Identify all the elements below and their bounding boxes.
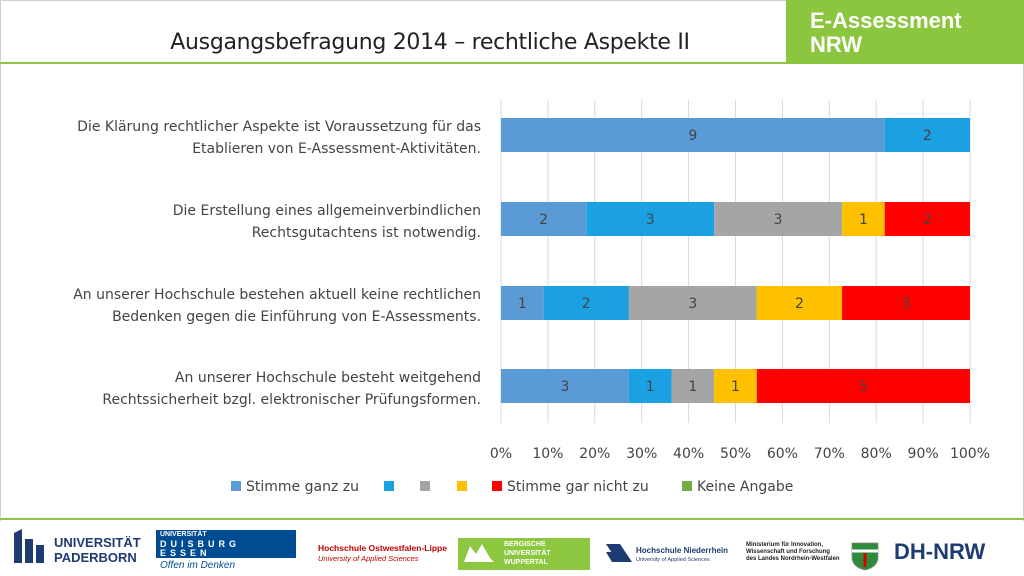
header-divider bbox=[0, 62, 1024, 64]
paderborn-emblem-icon bbox=[14, 529, 44, 563]
data-label: 2 bbox=[795, 296, 804, 312]
page-title: Ausgangsbefragung 2014 – rechtliche Aspe… bbox=[170, 30, 690, 55]
bar-segment bbox=[671, 369, 715, 403]
category-label: An unserer Hochschule besteht weitgehend bbox=[175, 370, 481, 386]
bar-segment bbox=[714, 369, 757, 403]
wuppertal-emblem-icon bbox=[464, 544, 494, 562]
x-tick-label: 0% bbox=[490, 446, 512, 462]
due-blue-block bbox=[156, 530, 296, 558]
legend-swatch bbox=[682, 481, 692, 491]
stacked-bar-chart: 9 2 Die Klärung rechtlicher Aspekte ist Vo… bbox=[73, 100, 990, 495]
data-label: 1 bbox=[688, 379, 697, 395]
data-label: 2 bbox=[582, 296, 591, 312]
dh-nrw-logo: DH-NRW bbox=[894, 539, 986, 564]
data-label: 3 bbox=[688, 296, 697, 312]
data-label: 9 bbox=[688, 128, 697, 144]
bar-segment bbox=[628, 286, 757, 320]
due-line3: ESSEN bbox=[160, 548, 211, 558]
brand-title-line1: E-Assessment bbox=[810, 8, 962, 33]
x-tick-label: 70% bbox=[814, 446, 845, 462]
data-label: 5 bbox=[859, 379, 868, 395]
bar-segment bbox=[501, 118, 885, 152]
nrw-crest-icon bbox=[851, 542, 879, 571]
bar-segment bbox=[842, 286, 970, 320]
data-label: 2 bbox=[923, 128, 932, 144]
bar-segment bbox=[501, 286, 544, 320]
data-label: 3 bbox=[774, 212, 783, 228]
x-tick-label: 90% bbox=[908, 446, 939, 462]
x-tick-label: 50% bbox=[720, 446, 751, 462]
due-line4: Offen im Denken bbox=[160, 560, 236, 571]
owl-line2: University of Applied Sciences bbox=[318, 554, 419, 563]
legend-swatch bbox=[231, 481, 241, 491]
bar-segment bbox=[884, 118, 970, 152]
legend-label: Stimme ganz zu bbox=[246, 479, 359, 495]
data-label: 2 bbox=[923, 212, 932, 228]
ministerium-logo: Ministerium für Innovation, Wissenschaft… bbox=[746, 542, 846, 570]
x-tick-label: 20% bbox=[579, 446, 610, 462]
data-label: 1 bbox=[518, 296, 527, 312]
legend-swatch bbox=[492, 481, 502, 491]
data-label: 2 bbox=[539, 212, 548, 228]
min-line3: des Landes Nordrhein-Westfalen bbox=[746, 556, 840, 562]
category-label: Bedenken gegen die Einführung von E-Asse… bbox=[112, 309, 481, 325]
data-label: 3 bbox=[646, 212, 655, 228]
duisburg-essen-logo: UNIVERSITÄT DUISBURG ESSEN Offen im Denk… bbox=[156, 530, 296, 572]
category-label: Rechtsgutachtens ist notwendig. bbox=[252, 225, 481, 241]
x-tick-label: 40% bbox=[673, 446, 704, 462]
footer-divider bbox=[0, 518, 1024, 520]
bar-segment bbox=[714, 202, 843, 236]
wup-line2: UNIVERSITÄT bbox=[504, 550, 551, 557]
category-label: Die Erstellung eines allgemeinverbindlic… bbox=[173, 203, 481, 219]
bar-segment bbox=[543, 286, 629, 320]
hs-niederrhein-logo: Hochschule Niederrhein University of App… bbox=[606, 538, 740, 570]
due-line1: UNIVERSITÄT bbox=[160, 531, 207, 538]
bar-segment bbox=[756, 369, 970, 403]
wuppertal-logo: BERGISCHE UNIVERSITÄT WUPPERTAL bbox=[458, 538, 590, 570]
bar-segment bbox=[756, 286, 843, 320]
min-line1: Ministerium für Innovation, bbox=[746, 542, 824, 548]
x-tick-label: 30% bbox=[626, 446, 657, 462]
hsnr-emblem-icon bbox=[606, 544, 632, 562]
owl-line1: Hochschule Ostwestfalen-Lippe bbox=[318, 543, 447, 553]
owl-logo: Hochschule Ostwestfalen-Lippe University… bbox=[318, 543, 447, 567]
x-tick-label: 100% bbox=[950, 446, 990, 462]
paderborn-logo: UNIVERSITÄT PADERBORN bbox=[10, 527, 145, 571]
hsnr-line1: Hochschule Niederrhein bbox=[636, 546, 729, 555]
hsnr-line2: University of Applied Sciences bbox=[636, 557, 710, 563]
paderborn-line1: UNIVERSITÄT bbox=[54, 535, 141, 550]
brand-title-line2: NRW bbox=[810, 32, 863, 57]
wup-line3: WUPPERTAL bbox=[504, 559, 548, 566]
category-label: Rechtssicherheit bzgl. elektronischer Pr… bbox=[102, 392, 481, 408]
bar-segment bbox=[586, 202, 715, 236]
category-label: An unserer Hochschule bestehen aktuell k… bbox=[73, 287, 481, 303]
bar-segment bbox=[501, 202, 587, 236]
bar-segment bbox=[842, 202, 885, 236]
legend-swatch bbox=[457, 481, 467, 491]
footer-logos: UNIVERSITÄT PADERBORN UNIVERSITÄT DUISBU… bbox=[0, 521, 1024, 576]
data-label: 1 bbox=[731, 379, 740, 395]
legend-label: Stimme gar nicht zu bbox=[507, 479, 649, 495]
data-label: 1 bbox=[646, 379, 655, 395]
legend-swatch bbox=[420, 481, 430, 491]
legend-swatch bbox=[384, 481, 394, 491]
x-tick-label: 60% bbox=[767, 446, 798, 462]
category-label: Die Klärung rechtlicher Aspekte ist Vora… bbox=[77, 119, 481, 135]
legend-label: Keine Angabe bbox=[697, 479, 793, 495]
bar-segment bbox=[628, 369, 672, 403]
data-label: 3 bbox=[902, 296, 911, 312]
bar-segment bbox=[501, 369, 629, 403]
category-label: Etablieren von E-Assessment-Aktivitäten. bbox=[192, 141, 481, 157]
x-tick-label: 80% bbox=[861, 446, 892, 462]
x-tick-label: 10% bbox=[532, 446, 563, 462]
due-line2: DUISBURG bbox=[160, 539, 241, 549]
data-label: 1 bbox=[859, 212, 868, 228]
min-line2: Wissenschaft und Forschung bbox=[746, 549, 830, 555]
bar-segment bbox=[884, 202, 970, 236]
wup-line1: BERGISCHE bbox=[504, 541, 546, 548]
data-label: 3 bbox=[560, 379, 569, 395]
brand-box: E-Assessment NRW bbox=[786, 0, 1024, 62]
paderborn-line2: PADERBORN bbox=[54, 550, 137, 565]
